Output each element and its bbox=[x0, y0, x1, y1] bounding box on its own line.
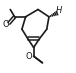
Text: O: O bbox=[26, 52, 33, 61]
Text: H: H bbox=[56, 6, 62, 15]
Text: O: O bbox=[3, 20, 9, 29]
